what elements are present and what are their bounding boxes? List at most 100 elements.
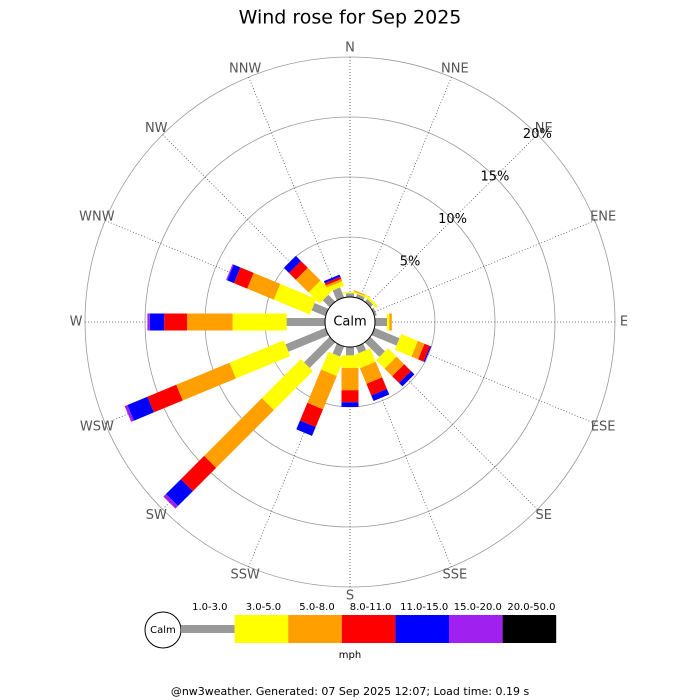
rose-segment (418, 343, 431, 362)
rose-segment (273, 283, 317, 315)
rose-segment (324, 276, 342, 286)
direction-label: S (346, 589, 354, 604)
rose-segment (187, 313, 233, 331)
rose-segment (229, 340, 291, 379)
rose-segment (376, 348, 397, 369)
rose-segment (389, 313, 392, 331)
legend-label: 20.0-50.0 (507, 602, 555, 613)
rose-segment (384, 356, 405, 377)
rose-segment (399, 371, 415, 387)
spoke (162, 134, 351, 323)
rose-segment (283, 255, 301, 273)
rose-segment (353, 291, 370, 299)
rose-segment (261, 359, 313, 411)
ring-label: 5% (400, 254, 421, 269)
rose-segment (371, 327, 400, 346)
rose-segment (371, 388, 390, 402)
rose-segment (341, 355, 359, 368)
rose-segment (354, 348, 376, 369)
rose-segment (295, 267, 321, 293)
ring-label: 10% (438, 212, 467, 227)
rose-segment (164, 313, 187, 331)
direction-label: ESE (591, 419, 616, 434)
calm-circle (324, 296, 376, 348)
legend-swatch (341, 615, 396, 643)
rose-segment (232, 313, 287, 331)
rose-segment (124, 404, 134, 422)
direction-label: NE (535, 121, 553, 136)
rose-segment (323, 274, 341, 284)
rose-segment (308, 280, 332, 304)
direction-label: NNE (441, 61, 469, 76)
legend-label: 3.0-5.0 (246, 602, 281, 613)
rose-segment (359, 361, 383, 384)
rose-segment (176, 362, 236, 401)
rose-segment (346, 293, 354, 297)
legend-label: 15.0-20.0 (454, 602, 502, 613)
direction-label: N (345, 41, 355, 56)
rose-segment (288, 260, 308, 280)
direction-label: SW (146, 508, 167, 523)
legend-label: 1.0-3.0 (192, 602, 227, 613)
unit-label: mph (339, 650, 361, 661)
rose-segment (364, 336, 385, 357)
rose-segment (163, 494, 178, 509)
rose-segment (127, 396, 154, 421)
direction-label: E (620, 315, 628, 330)
rose-segment (147, 384, 183, 413)
calm-label: Calm (333, 315, 366, 330)
spoke (349, 321, 595, 424)
rose-segment (285, 327, 329, 352)
ring-label: 20% (523, 127, 552, 142)
rose-segment (325, 279, 343, 288)
legend-swatch (502, 615, 557, 643)
direction-label: W (70, 315, 83, 330)
direction-label: SSW (230, 568, 260, 583)
legend-swatch (449, 615, 503, 643)
ring-label: 15% (481, 170, 510, 185)
rose-segment (332, 343, 345, 357)
chart-title: Wind rose for Sep 2025 (239, 7, 462, 29)
rose-segment (304, 336, 336, 368)
rose-segment (165, 479, 193, 507)
footer: @nw3weather. Generated: 07 Sep 2025 12:0… (171, 685, 530, 698)
spoke (248, 321, 351, 567)
rose-segment (366, 377, 387, 396)
rose-segment (204, 398, 274, 468)
rose-segment (355, 294, 365, 301)
direction-label: ENE (590, 210, 616, 225)
legend-swatch (288, 615, 342, 643)
rose-segment (346, 347, 354, 356)
direction-label: NW (145, 121, 168, 136)
rose-segment (311, 302, 329, 317)
legend-label: 11.0-15.0 (400, 602, 448, 613)
rose-segment (180, 455, 217, 492)
rose-segment (394, 334, 418, 357)
rose-segment (392, 364, 412, 384)
rose-segment (286, 318, 325, 326)
legend-swatch (395, 615, 449, 643)
spoke (105, 220, 351, 323)
rose-segment (326, 281, 345, 293)
spoke (349, 134, 538, 323)
direction-label: SSE (442, 568, 467, 583)
spoke (349, 321, 538, 510)
direction-label: WNW (79, 210, 115, 225)
rose-segment (423, 345, 432, 363)
rose-segment (321, 351, 345, 377)
rose-segment (227, 264, 241, 284)
legend-label: 8.0-11.0 (350, 602, 392, 613)
legend-swatch (181, 625, 235, 633)
legend-swatch (234, 615, 289, 643)
rose-segment (341, 390, 359, 403)
rose-segment (364, 298, 374, 308)
rose-segment (364, 294, 378, 308)
rose-segment (149, 313, 165, 331)
legend-label: 5.0-8.0 (299, 602, 334, 613)
rose-segment (147, 313, 150, 331)
legend-calm-label: Calm (150, 625, 176, 636)
rose-segment (296, 420, 316, 436)
rose-segment (226, 264, 234, 281)
direction-label: WSW (80, 419, 114, 434)
